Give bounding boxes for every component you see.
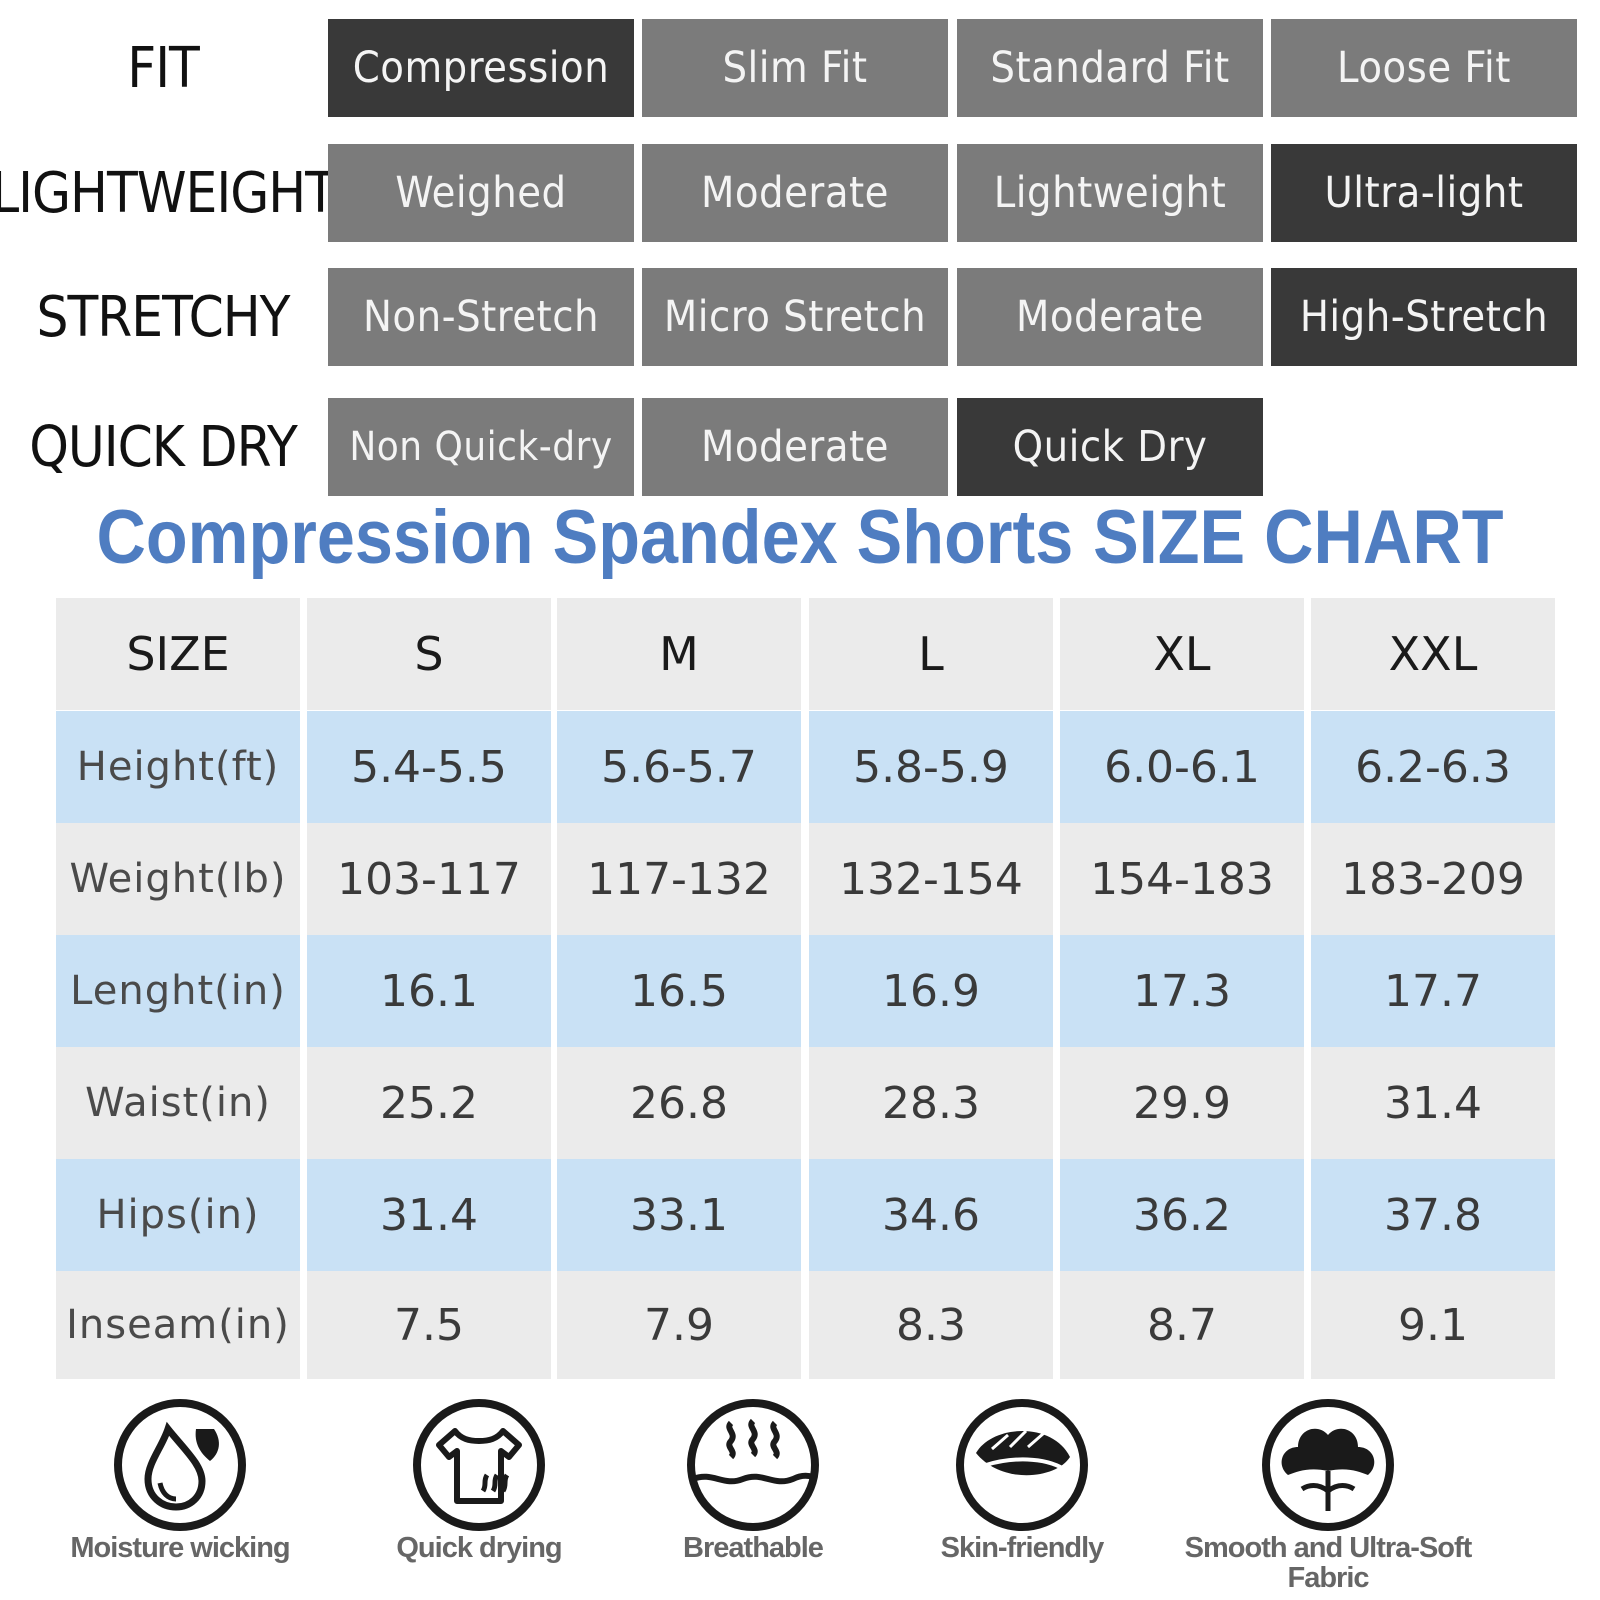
attribute-option: Moderate	[642, 144, 948, 242]
table-cell: 6.2-6.3	[1311, 711, 1555, 823]
attribute-row-quick-dry: QUICK DRY Non Quick-dry Moderate Quick D…	[0, 398, 1600, 496]
table-cell: 17.7	[1311, 935, 1555, 1047]
attribute-option: Slim Fit	[642, 19, 948, 117]
title-size-chart: SIZE CHART	[1093, 495, 1504, 580]
attribute-option: Moderate	[642, 398, 948, 496]
feature-ultra-soft-fabric: Smooth and Ultra-Soft Fabric	[1178, 1395, 1478, 1595]
attribute-label: FIT	[127, 35, 200, 101]
size-header-cell: M	[557, 598, 801, 710]
modal-fabric-icon	[956, 1399, 1088, 1531]
table-cell: 103-117	[307, 823, 551, 935]
size-header-label: SIZE	[56, 598, 300, 710]
measurement-label: Weight(lb)	[56, 823, 300, 935]
measurement-label: Height(ft)	[56, 711, 300, 823]
feature-quick-drying: Quick drying	[329, 1395, 629, 1595]
measurement-label: Inseam(in)	[56, 1271, 300, 1379]
table-cell: 31.4	[1311, 1047, 1555, 1159]
attribute-option: Lightweight	[957, 144, 1263, 242]
table-cell: 132-154	[809, 823, 1053, 935]
table-cell: 154-183	[1060, 823, 1304, 935]
table-cell: 28.3	[809, 1047, 1053, 1159]
attribute-option: Weighed	[328, 144, 634, 242]
table-cell: 25.2	[307, 1047, 551, 1159]
attribute-row-stretchy: STRETCHY Non-Stretch Micro Stretch Moder…	[0, 268, 1600, 366]
table-cell: 16.5	[557, 935, 801, 1047]
size-header-cell: S	[307, 598, 551, 710]
size-header-cell: XXL	[1311, 598, 1555, 710]
table-cell: 17.3	[1060, 935, 1304, 1047]
attribute-option: Micro Stretch	[642, 268, 948, 366]
attribute-option: Loose Fit	[1271, 19, 1577, 117]
table-cell: 8.7	[1060, 1271, 1304, 1379]
table-cell: 7.9	[557, 1271, 801, 1379]
feature-label: Smooth and Ultra-Soft Fabric	[1184, 1532, 1473, 1594]
table-cell: 29.9	[1060, 1047, 1304, 1159]
water-drop-icon	[114, 1399, 246, 1531]
feature-moisture-wicking: Moisture wicking	[30, 1395, 330, 1595]
table-cell: 34.6	[809, 1159, 1053, 1271]
table-cell: 16.9	[809, 935, 1053, 1047]
table-cell: 5.8-5.9	[809, 711, 1053, 823]
table-cell: 6.0-6.1	[1060, 711, 1304, 823]
table-cell: 26.8	[557, 1047, 801, 1159]
table-cell: 36.2	[1060, 1159, 1304, 1271]
feature-breathable: Breathable	[603, 1395, 903, 1595]
table-cell: 8.3	[809, 1271, 1053, 1379]
shirt-icon	[413, 1399, 545, 1531]
table-cell: 5.6-5.7	[557, 711, 801, 823]
attribute-option: Quick Dry	[957, 398, 1263, 496]
measurement-label: Waist(in)	[56, 1047, 300, 1159]
attribute-option: Non-Stretch	[328, 268, 634, 366]
table-cell: 31.4	[307, 1159, 551, 1271]
table-cell: 5.4-5.5	[307, 711, 551, 823]
attribute-label: LIGHTWEIGHT	[0, 160, 336, 226]
attribute-option: High-Stretch	[1271, 268, 1577, 366]
attribute-label: QUICK DRY	[29, 414, 298, 480]
measurement-label: Lenght(in)	[56, 935, 300, 1047]
attribute-option: Ultra-light	[1271, 144, 1577, 242]
feature-skin-friendly: Skin-friendly	[872, 1395, 1172, 1595]
table-cell: 16.1	[307, 935, 551, 1047]
attribute-label: STRETCHY	[36, 284, 291, 350]
size-header-cell: XL	[1060, 598, 1304, 710]
feature-label: Skin-friendly	[940, 1532, 1105, 1564]
table-cell: 33.1	[557, 1159, 801, 1271]
size-header-cell: L	[809, 598, 1053, 710]
table-cell: 183-209	[1311, 823, 1555, 935]
table-cell: 7.5	[307, 1271, 551, 1379]
breath-waves-icon	[687, 1399, 819, 1531]
attribute-option: Compression	[328, 19, 634, 117]
title-product-name: Compression Spandex Shorts	[96, 495, 1074, 580]
attribute-row-fit: FIT Compression Slim Fit Standard Fit Lo…	[0, 19, 1600, 117]
attribute-option: Moderate	[957, 268, 1263, 366]
attribute-row-lightweight: LIGHTWEIGHT Weighed Moderate Lightweight…	[0, 144, 1600, 242]
feature-label: Moisture wicking	[70, 1532, 290, 1564]
table-cell: 9.1	[1311, 1271, 1555, 1379]
feature-label: Breathable	[683, 1532, 824, 1564]
feature-label: Quick drying	[396, 1532, 562, 1564]
attribute-option: Non Quick-dry	[328, 398, 634, 496]
table-cell: 37.8	[1311, 1159, 1555, 1271]
cotton-flower-icon	[1262, 1399, 1394, 1531]
table-cell: 117-132	[557, 823, 801, 935]
size-chart-title: Compression Spandex Shorts SIZE CHART	[80, 490, 1520, 585]
attribute-option: Standard Fit	[957, 19, 1263, 117]
measurement-label: Hips(in)	[56, 1159, 300, 1271]
